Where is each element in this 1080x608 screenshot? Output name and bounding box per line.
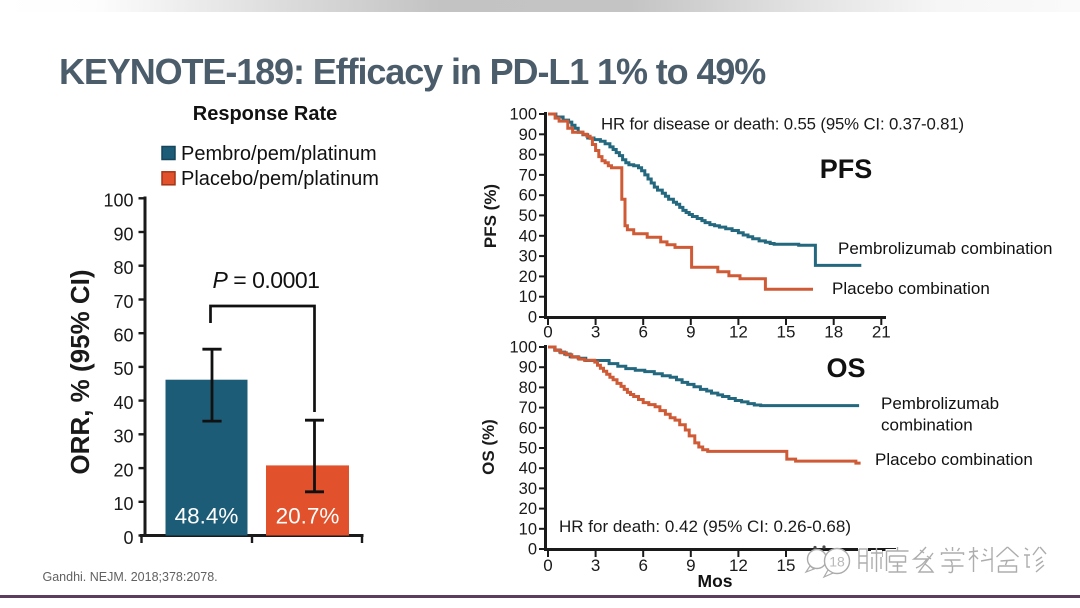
svg-text:PFS: PFS (820, 154, 873, 184)
svg-text:10: 10 (519, 520, 537, 538)
svg-text:0: 0 (528, 309, 537, 327)
svg-text:90: 90 (519, 126, 537, 144)
svg-text:21: 21 (872, 323, 891, 342)
svg-text:60: 60 (113, 326, 133, 346)
svg-text:30: 30 (113, 427, 133, 447)
svg-text:OS: OS (826, 353, 865, 383)
svg-text:60: 60 (519, 419, 537, 437)
svg-text:0: 0 (528, 541, 537, 559)
svg-text:ORR, % (95% CI): ORR, % (95% CI) (65, 269, 95, 474)
svg-text:80: 80 (113, 258, 133, 278)
svg-text:40: 40 (519, 460, 537, 478)
svg-text:80: 80 (519, 146, 537, 164)
svg-text:90: 90 (519, 359, 537, 377)
svg-text:20.7%: 20.7% (276, 504, 340, 529)
svg-text:60: 60 (519, 187, 537, 205)
svg-text:48.4%: 48.4% (175, 504, 239, 529)
svg-text:Placebo combination: Placebo combination (875, 450, 1033, 469)
svg-text:0: 0 (543, 556, 552, 575)
svg-text:50: 50 (519, 207, 537, 225)
svg-text:Pembro/pem/platinum: Pembro/pem/platinum (181, 143, 377, 165)
svg-text:20: 20 (519, 500, 537, 518)
svg-text:40: 40 (113, 393, 133, 413)
svg-text:Placebo/pem/platinum: Placebo/pem/platinum (181, 168, 379, 190)
svg-text:0: 0 (543, 323, 552, 342)
svg-text:9: 9 (686, 556, 695, 575)
svg-text:PFS (%): PFS (%) (481, 184, 500, 248)
svg-text:100: 100 (509, 106, 537, 124)
svg-text:Mos: Mos (698, 571, 733, 591)
svg-text:50: 50 (519, 440, 537, 458)
svg-text:20: 20 (519, 268, 537, 286)
svg-text:Pembrolizumab: Pembrolizumab (881, 394, 999, 413)
svg-text:100: 100 (103, 191, 133, 211)
svg-text:10: 10 (519, 288, 537, 306)
svg-text:12: 12 (729, 323, 748, 342)
svg-text:9: 9 (686, 323, 695, 342)
svg-text:3: 3 (591, 556, 600, 575)
svg-text:70: 70 (519, 166, 537, 184)
svg-text:Placebo combination: Placebo combination (832, 279, 990, 298)
svg-text:6: 6 (638, 556, 647, 575)
svg-text:P = 0.0001: P = 0.0001 (213, 267, 320, 293)
svg-text:HR for death: 0.42 (95% CI: 0.: HR for death: 0.42 (95% CI: 0.26-0.68) (559, 517, 851, 536)
svg-text:70: 70 (113, 292, 133, 312)
svg-text:Response Rate: Response Rate (193, 103, 338, 125)
svg-text:18: 18 (829, 554, 845, 570)
svg-text:100: 100 (509, 339, 537, 357)
svg-text:HR for disease or death: 0.55: HR for disease or death: 0.55 (95% CI: 0… (601, 115, 964, 134)
svg-text:30: 30 (519, 480, 537, 498)
svg-text:40: 40 (519, 227, 537, 245)
svg-text:30: 30 (519, 248, 537, 266)
svg-text:3: 3 (591, 323, 600, 342)
svg-text:6: 6 (638, 323, 647, 342)
svg-text:OS (%): OS (%) (479, 419, 498, 475)
svg-text:Pembrolizumab combination: Pembrolizumab combination (838, 239, 1053, 258)
svg-text:70: 70 (519, 399, 537, 417)
svg-text:18: 18 (824, 323, 843, 342)
svg-text:20: 20 (113, 460, 133, 480)
svg-text:0: 0 (123, 528, 133, 548)
svg-text:50: 50 (113, 359, 133, 379)
svg-text:15: 15 (777, 323, 796, 342)
svg-text:80: 80 (519, 379, 537, 397)
svg-text:12: 12 (729, 556, 748, 575)
svg-text:combination: combination (881, 416, 973, 435)
svg-text:90: 90 (113, 224, 133, 244)
svg-text:10: 10 (113, 494, 133, 514)
svg-text:15: 15 (777, 556, 796, 575)
